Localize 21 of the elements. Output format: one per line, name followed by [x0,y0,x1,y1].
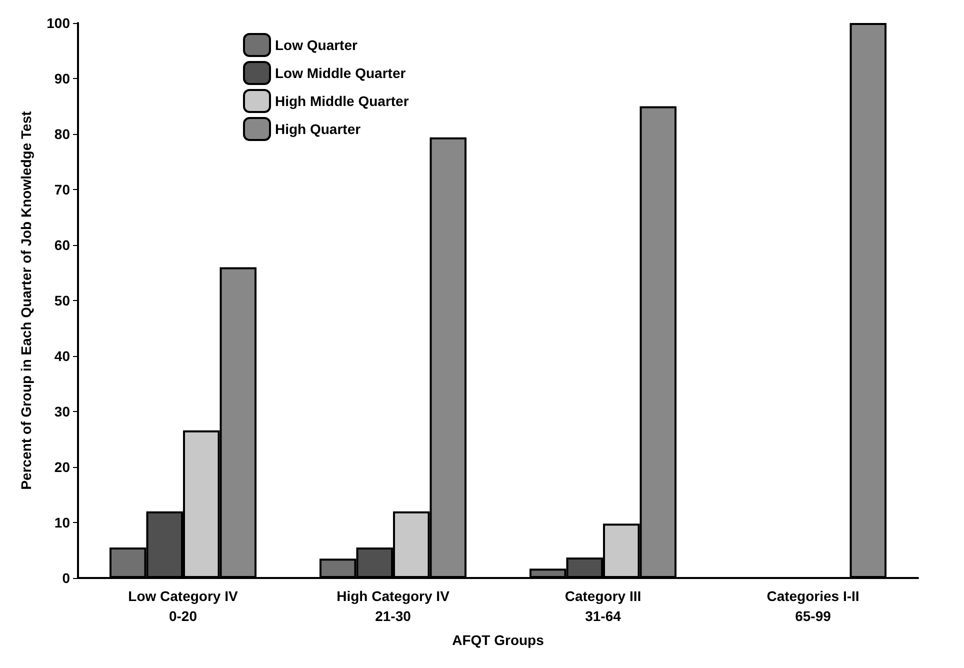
y-tick-label: 60 [54,237,70,253]
x-tick-label: Categories I-II 65-99 [766,588,860,624]
y-tick-label: 100 [46,15,70,31]
legend-label: Low Middle Quarter [275,65,406,81]
y-tick-label: 50 [54,292,70,308]
legend-label: High Quarter [275,121,362,137]
legend-label: Low Quarter [275,37,358,53]
y-tick-label: 40 [54,348,70,364]
y-tick-label: 70 [54,182,70,198]
y-tick-label: 20 [54,459,70,475]
y-tick-label: 80 [54,126,70,142]
x-tick-label: High Category IV 21-30 [336,588,450,624]
x-axis-title: AFQT Groups [452,632,544,648]
legend-label: High Middle Quarter [275,93,410,109]
y-tick-label: 30 [54,404,70,420]
y-axis-title: Percent of Group in Each Quarter of Job Knowledge Test [18,110,34,490]
x-tick-label: Category III 31-64 [564,588,642,624]
y-tick-label: 10 [54,514,70,530]
x-tick-label: Low Category IV 0-20 [128,588,238,624]
y-tick-label: 0 [62,570,70,586]
y-tick-label: 90 [54,70,70,86]
